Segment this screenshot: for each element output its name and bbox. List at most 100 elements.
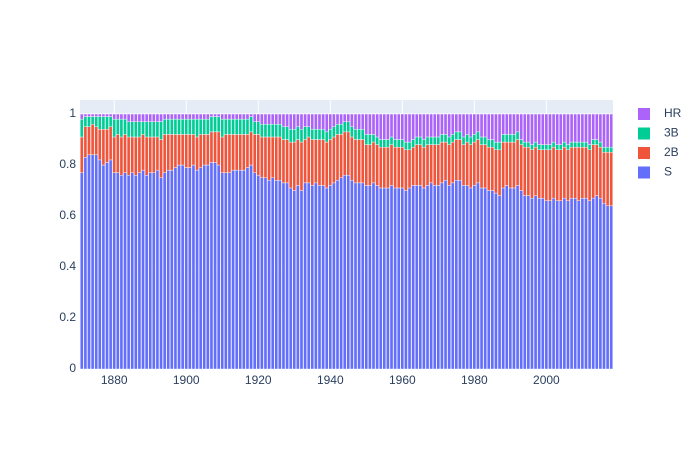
bar-segment — [126, 113, 131, 122]
bar-segment — [418, 144, 423, 186]
bar-segment — [170, 118, 174, 135]
bar-segment — [411, 146, 415, 186]
bar-segment — [144, 113, 149, 122]
bar-segment — [148, 136, 152, 173]
bar-segment — [501, 141, 505, 189]
bar-segment — [101, 164, 106, 370]
bar-segment — [191, 134, 196, 166]
bar-segment — [231, 118, 235, 135]
bar-segment — [213, 131, 217, 163]
bar-segment — [533, 146, 538, 196]
bar-segment — [155, 121, 160, 138]
bar-segment — [479, 187, 484, 370]
bar-segment — [559, 113, 563, 145]
bar-segment — [414, 144, 419, 186]
bar-segment — [580, 146, 585, 199]
bar-segment — [396, 139, 401, 148]
bar-segment — [551, 141, 556, 148]
bar-segment — [382, 113, 387, 140]
bar-segment — [213, 116, 217, 133]
bar-segment — [213, 162, 217, 370]
x-tick-label: 1880 — [101, 373, 128, 387]
bar-segment — [573, 197, 577, 370]
bar-segment — [278, 136, 282, 181]
bar-segment — [523, 146, 527, 196]
bar-segment — [306, 126, 311, 138]
bar-segment — [494, 113, 498, 143]
bar-segment — [188, 167, 192, 370]
bar-segment — [523, 141, 527, 148]
bar-segment — [566, 149, 570, 201]
bar-segment — [447, 136, 451, 145]
bar-segment — [573, 146, 577, 199]
bar-segment — [195, 118, 199, 138]
bar-segment — [451, 182, 455, 370]
bar-segment — [80, 136, 84, 173]
bar-segment — [551, 197, 556, 370]
bar-segment — [321, 185, 325, 370]
bar-segment — [422, 146, 426, 189]
bar-segment — [216, 131, 221, 166]
bar-segment — [123, 172, 127, 370]
bar-segment — [512, 187, 516, 370]
bar-segment — [130, 113, 134, 122]
bar-segment — [440, 134, 444, 143]
bar-segment — [389, 136, 394, 145]
bar-segment — [288, 113, 293, 130]
bar-segment — [252, 134, 257, 173]
bar-segment — [224, 172, 228, 370]
bar-segment — [245, 134, 250, 168]
bar-segment — [407, 187, 412, 370]
bar-segment — [584, 146, 588, 199]
bar-segment — [371, 113, 376, 135]
x-tick-label: 1940 — [317, 373, 344, 387]
bar-segment — [339, 113, 343, 125]
bar-segment — [263, 113, 268, 125]
bar-segment — [173, 134, 178, 168]
bar-segment — [119, 175, 124, 370]
bar-segment — [249, 116, 253, 133]
bar-segment — [130, 121, 134, 138]
bar-segment — [184, 118, 188, 135]
bar-segment — [328, 185, 333, 370]
bar-segment — [310, 185, 315, 370]
bar-segment — [252, 121, 257, 135]
bar-segment — [602, 203, 606, 370]
bar-segment — [267, 180, 271, 370]
bar-segment — [180, 118, 185, 135]
bar-segment — [188, 118, 192, 135]
bar-segment — [209, 116, 214, 133]
bar-segment — [566, 144, 570, 150]
bar-segment — [256, 134, 260, 176]
bar-segment — [152, 113, 156, 122]
bar-segment — [505, 134, 509, 143]
bar-segment — [353, 139, 358, 184]
bar-segment — [285, 182, 289, 370]
bar-segment — [188, 113, 192, 120]
bar-segment — [469, 136, 473, 145]
bar-segment — [263, 124, 268, 138]
bar-segment — [555, 200, 559, 370]
bar-segment — [170, 113, 174, 120]
bar-segment — [260, 177, 264, 370]
bar-segment — [541, 149, 545, 199]
bar-segment — [533, 141, 538, 148]
bar-segment — [335, 113, 340, 125]
bar-segment — [152, 136, 156, 173]
bar-segment — [342, 121, 347, 133]
bar-segment — [245, 113, 250, 120]
legend-label: 2B — [664, 145, 679, 159]
bar-segment — [476, 182, 480, 370]
bar-segment — [414, 113, 419, 138]
bar-segment — [234, 169, 239, 370]
bar-segment — [162, 172, 167, 370]
bar-segment — [162, 134, 167, 173]
bar-segment — [580, 113, 585, 143]
bar-segment — [116, 172, 120, 370]
bar-segment — [465, 185, 469, 370]
bar-segment — [83, 157, 88, 370]
bar-segment — [303, 182, 307, 370]
bar-segment — [324, 141, 329, 189]
bar-segment — [144, 175, 149, 370]
bar-segment — [443, 141, 448, 181]
